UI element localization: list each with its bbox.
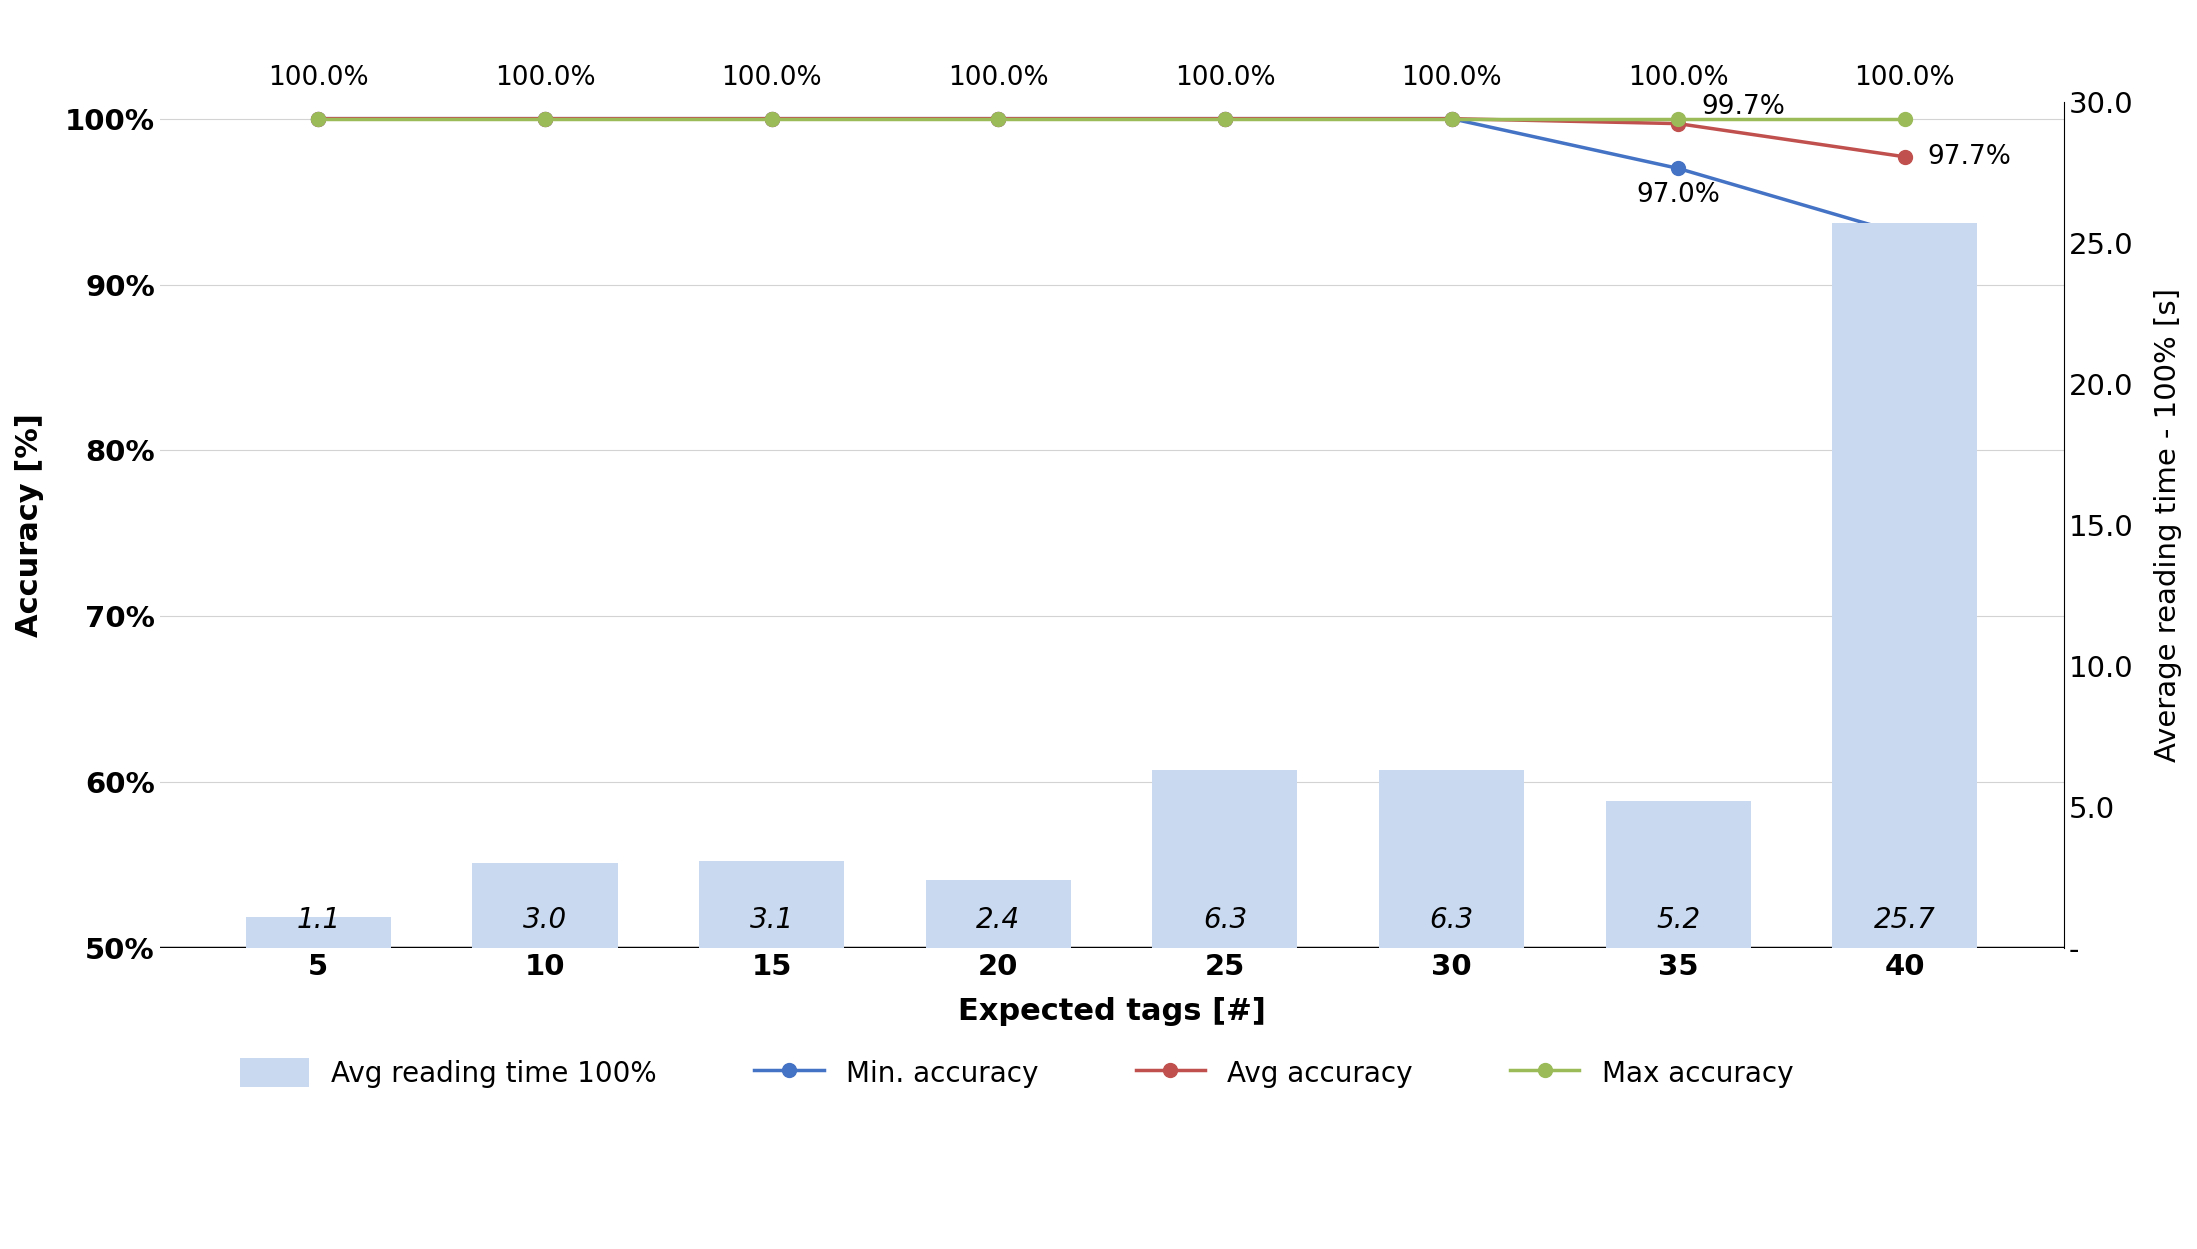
Bar [1380,771,1525,948]
Line: Avg accuracy: Avg accuracy [312,111,1911,164]
Max accuracy [305,111,332,126]
Avg accuracy [532,111,558,126]
Min. accuracy [532,111,558,126]
Text: 3.1: 3.1 [749,906,793,934]
Min. accuracy [1665,161,1692,176]
Text: 100.0%: 100.0% [268,65,369,91]
Y-axis label: Accuracy [%]: Accuracy [%] [15,413,44,637]
Line: Min. accuracy: Min. accuracy [312,111,1911,242]
Min. accuracy [305,111,332,126]
Avg accuracy [758,111,784,126]
Min. accuracy [758,111,784,126]
Bar [925,881,1070,948]
Text: 2.4: 2.4 [975,906,1019,934]
Min. accuracy [984,111,1011,126]
Text: 5.2: 5.2 [1657,906,1700,934]
Text: 93.0%: 93.0% [1863,249,1947,274]
Text: 1.1: 1.1 [297,906,341,934]
Bar [1153,771,1298,948]
Text: 97.0%: 97.0% [1637,181,1720,207]
Max accuracy [532,111,558,126]
Text: 99.7%: 99.7% [1700,95,1784,120]
Text: 100.0%: 100.0% [1854,65,1955,91]
Bar [1606,802,1751,948]
Text: 100.0%: 100.0% [947,65,1048,91]
Min. accuracy [1439,111,1465,126]
Avg accuracy [1665,116,1692,131]
Text: 100.0%: 100.0% [1402,65,1503,91]
Bar [246,917,391,948]
Text: 100.0%: 100.0% [1628,65,1729,91]
Max accuracy [1665,111,1692,126]
Avg accuracy [1213,111,1239,126]
Avg accuracy [984,111,1011,126]
Line: Max accuracy: Max accuracy [312,111,1911,126]
Min. accuracy [1892,227,1918,242]
Text: 100.0%: 100.0% [1175,65,1274,91]
Bar [472,863,617,948]
Text: 100.0%: 100.0% [721,65,822,91]
Bar [1832,224,1977,948]
Max accuracy [1439,111,1465,126]
Legend: Avg reading time 100%, Min. accuracy, Avg accuracy, Max accuracy: Avg reading time 100%, Min. accuracy, Av… [228,1047,1804,1099]
Text: 100.0%: 100.0% [494,65,595,91]
Max accuracy [1892,111,1918,126]
Avg accuracy [305,111,332,126]
Max accuracy [758,111,784,126]
Bar [699,861,844,948]
Text: 6.3: 6.3 [1430,906,1474,934]
Text: 6.3: 6.3 [1204,906,1248,934]
Y-axis label: Average reading time - 100% [s]: Average reading time - 100% [s] [2153,289,2182,762]
Max accuracy [984,111,1011,126]
Min. accuracy [1213,111,1239,126]
Avg accuracy [1892,150,1918,165]
Max accuracy [1213,111,1239,126]
X-axis label: Expected tags [#]: Expected tags [#] [958,998,1265,1027]
Text: 97.7%: 97.7% [1927,144,2012,170]
Text: 3.0: 3.0 [523,906,567,934]
Avg accuracy [1439,111,1465,126]
Text: 25.7: 25.7 [1874,906,1936,934]
